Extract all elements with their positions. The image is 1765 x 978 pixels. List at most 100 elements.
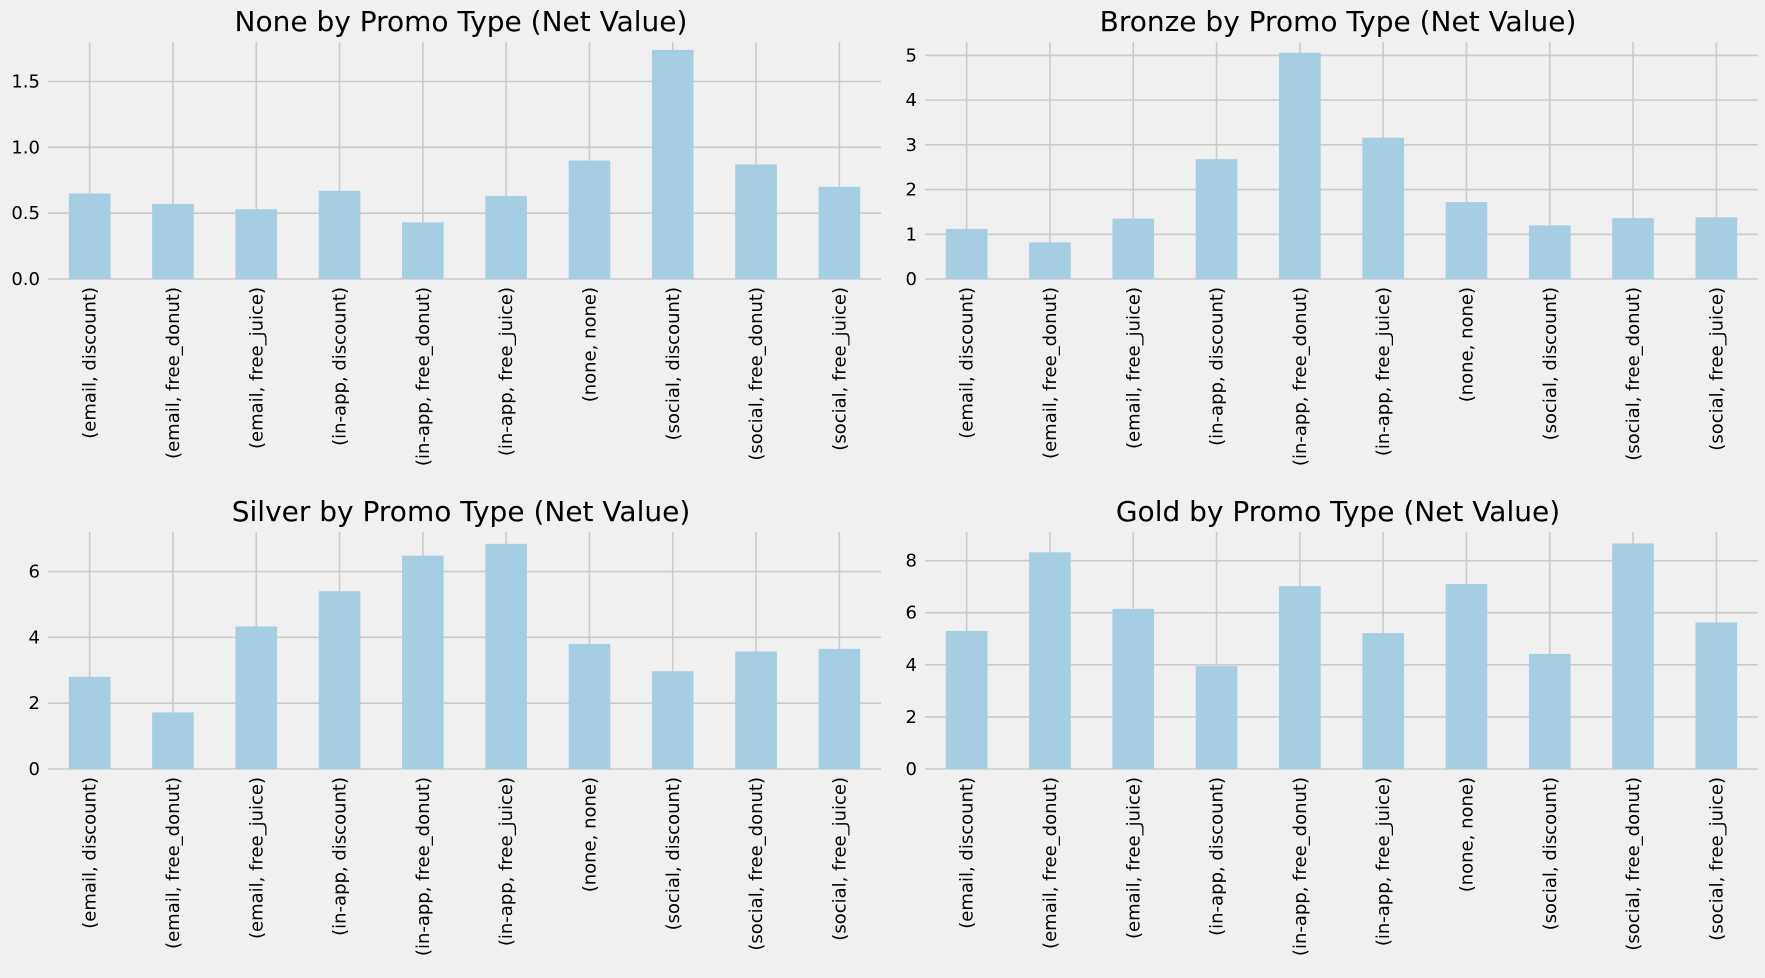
x-tick-label: (social, discount)	[1540, 287, 1561, 440]
bars	[68, 49, 861, 280]
bar	[1445, 584, 1488, 769]
bar	[1362, 137, 1404, 279]
x-tick-label: (social, free_donut)	[1623, 287, 1644, 461]
x-tick-label: (in-app, free_juice)	[1373, 287, 1394, 456]
x-tick-label: (in-app, discount)	[330, 287, 351, 446]
y-tick-label: 4	[29, 627, 40, 648]
bar	[1029, 242, 1071, 279]
x-tick-label: (social, free_juice)	[1706, 777, 1727, 941]
bar	[818, 186, 861, 279]
x-tick-label: (email, free_juice)	[246, 777, 267, 939]
bar	[1195, 159, 1238, 279]
x-tick-label: (email, discount)	[80, 287, 101, 439]
chart-title-bronze: Bronze by Promo Type (Net Value)	[1100, 5, 1577, 38]
tick-labels: 0 2 4 6 8 (email, discount) (email, free_donut…	[906, 551, 1728, 956]
y-tick-label: 0.0	[11, 269, 40, 290]
bar	[818, 648, 861, 769]
x-tick-label: (email, free_donut)	[163, 777, 184, 949]
y-tick-label: 4	[906, 90, 917, 111]
y-tick-label: 0	[906, 269, 917, 290]
x-tick-label: (email, free_donut)	[1040, 777, 1061, 949]
bar	[1029, 552, 1071, 769]
bar	[1528, 225, 1571, 279]
bar	[735, 651, 777, 769]
x-tick-label: (in-app, free_donut)	[1290, 777, 1311, 956]
y-tick-label: 0	[906, 759, 917, 780]
x-tick-label: (email, discount)	[957, 287, 978, 439]
bar	[568, 643, 611, 769]
bar	[1112, 218, 1155, 279]
chart-title-silver: Silver by Promo Type (Net Value)	[232, 495, 691, 528]
chart-title-gold: Gold by Promo Type (Net Value)	[1116, 495, 1560, 528]
bar	[318, 591, 361, 769]
tick-labels: 0 2 4 6 (email, discount) (email, free_donut)…	[29, 562, 851, 957]
x-tick-label: (email, free_juice)	[246, 287, 267, 449]
x-tick-label: (social, free_juice)	[829, 287, 850, 451]
x-tick-label: (none, none)	[1456, 777, 1477, 892]
y-tick-label: 2	[906, 180, 917, 201]
x-tick-label: (social, discount)	[663, 287, 684, 440]
x-tick-label: (in-app, free_donut)	[1290, 287, 1311, 466]
bar	[235, 626, 278, 769]
y-tick-label: 6	[29, 562, 40, 583]
y-tick-label: 2	[29, 693, 40, 714]
y-tick-label: 0.5	[11, 203, 40, 224]
x-tick-label: (email, discount)	[80, 777, 101, 929]
bar	[402, 222, 444, 279]
bar	[152, 203, 194, 279]
bar	[1695, 622, 1738, 769]
bar	[1612, 218, 1654, 279]
y-tick-label: 4	[906, 655, 917, 676]
bar	[1279, 52, 1321, 280]
x-tick-label: (in-app, free_donut)	[413, 287, 434, 466]
bar	[945, 228, 988, 279]
bar	[651, 49, 694, 280]
panel-none: None by Promo Type (Net Value) 0.0 0.5 1.0…	[11, 5, 881, 466]
bar	[1695, 217, 1738, 279]
x-tick-label: (email, free_donut)	[1040, 287, 1061, 459]
x-tick-label: (social, free_juice)	[1706, 287, 1727, 451]
x-tick-label: (social, discount)	[663, 777, 684, 930]
x-tick-label: (none, none)	[1456, 287, 1477, 402]
bars	[68, 543, 861, 769]
x-tick-label: (in-app, discount)	[1207, 287, 1228, 446]
bar	[1362, 633, 1404, 769]
x-tick-label: (in-app, discount)	[330, 777, 351, 936]
y-tick-label: 1	[906, 224, 917, 245]
bar	[68, 193, 111, 279]
bar	[1195, 666, 1238, 769]
bar	[235, 209, 278, 279]
x-tick-label: (email, free_donut)	[163, 287, 184, 459]
bar	[651, 671, 694, 769]
x-tick-label: (in-app, discount)	[1207, 777, 1228, 936]
x-tick-label: (email, free_juice)	[1123, 287, 1144, 449]
x-tick-label: (social, discount)	[1540, 777, 1561, 930]
y-tick-label: 0	[29, 759, 40, 780]
bar	[68, 676, 111, 769]
bar	[485, 196, 527, 279]
y-tick-label: 1.5	[11, 72, 40, 93]
chart-title-none: None by Promo Type (Net Value)	[235, 5, 688, 38]
x-tick-label: (in-app, free_donut)	[413, 777, 434, 956]
panel-silver: Silver by Promo Type (Net Value) 0 2 4 6 (em…	[29, 495, 881, 956]
bar	[1112, 608, 1155, 769]
bar	[735, 164, 777, 279]
bar	[1528, 653, 1571, 769]
y-tick-label: 2	[906, 707, 917, 728]
bar	[402, 555, 444, 769]
x-tick-label: (social, free_juice)	[829, 777, 850, 941]
y-tick-label: 1.0	[11, 137, 40, 158]
panel-gold: Gold by Promo Type (Net Value) 0 2 4 6 8 (ema…	[906, 495, 1758, 956]
tick-labels: 0 1 2 3 4 5 (email, discount) (email, free_donu…	[906, 45, 1728, 466]
bar	[1445, 202, 1488, 279]
x-tick-label: (none, none)	[579, 287, 600, 402]
x-tick-label: (email, free_juice)	[1123, 777, 1144, 939]
bar	[1279, 586, 1321, 769]
y-tick-label: 8	[906, 551, 917, 572]
x-tick-label: (in-app, free_juice)	[496, 777, 517, 946]
y-tick-label: 3	[906, 135, 917, 156]
bar	[568, 160, 611, 279]
bars	[945, 52, 1738, 280]
